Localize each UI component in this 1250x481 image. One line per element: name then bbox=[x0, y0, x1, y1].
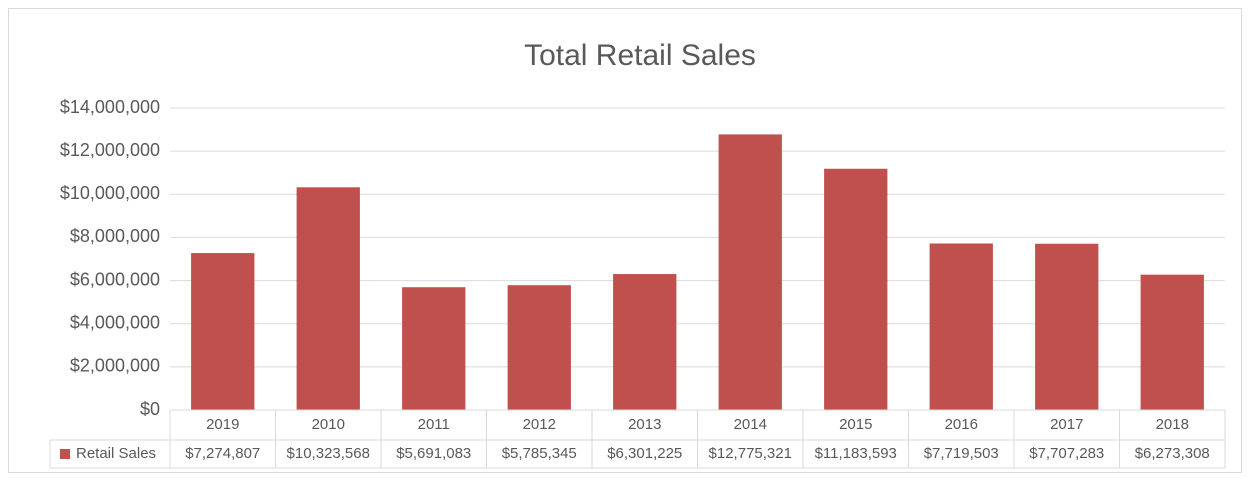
x-tick-label: 2017 bbox=[1050, 416, 1083, 433]
bar bbox=[824, 168, 888, 410]
y-tick-label: $14,000,000 bbox=[60, 97, 160, 117]
table-value: $11,183,593 bbox=[815, 445, 897, 462]
legend-label: Retail Sales bbox=[76, 445, 156, 462]
y-tick-label: $10,000,000 bbox=[60, 183, 160, 203]
table-value: $7,719,503 bbox=[924, 445, 999, 462]
x-tick-label: 2014 bbox=[734, 416, 767, 433]
x-tick-label: 2015 bbox=[839, 416, 872, 433]
table-value: $12,775,321 bbox=[709, 445, 792, 462]
y-tick-label: $8,000,000 bbox=[70, 226, 160, 246]
table-value: $10,323,568 bbox=[287, 445, 370, 462]
y-tick-label: $4,000,000 bbox=[70, 312, 160, 332]
bar bbox=[718, 134, 782, 410]
bar bbox=[929, 243, 993, 410]
bar bbox=[613, 274, 677, 410]
table-value: $5,785,345 bbox=[502, 445, 577, 462]
bar bbox=[1140, 274, 1204, 410]
chart-title: Total Retail Sales bbox=[524, 39, 756, 72]
x-tick-label: 2011 bbox=[418, 416, 450, 433]
x-tick-label: 2019 bbox=[206, 416, 239, 433]
y-tick-label: $0 bbox=[140, 399, 160, 419]
y-tick-label: $2,000,000 bbox=[70, 356, 160, 376]
y-tick-label: $6,000,000 bbox=[70, 269, 160, 289]
y-tick-label: $12,000,000 bbox=[60, 140, 160, 160]
x-tick-label: 2013 bbox=[628, 416, 661, 433]
x-tick-label: 2012 bbox=[523, 416, 556, 433]
x-tick-label: 2010 bbox=[312, 416, 345, 433]
x-tick-label: 2018 bbox=[1156, 416, 1189, 433]
legend-swatch bbox=[60, 449, 70, 459]
bar bbox=[507, 285, 571, 410]
table-value: $6,273,308 bbox=[1135, 445, 1210, 462]
bar bbox=[296, 187, 360, 410]
bar bbox=[1035, 243, 1099, 410]
table-value: $5,691,083 bbox=[396, 445, 471, 462]
bar bbox=[191, 253, 255, 410]
x-tick-label: 2016 bbox=[945, 416, 978, 433]
bar bbox=[402, 287, 466, 410]
table-value: $7,707,283 bbox=[1029, 445, 1104, 462]
table-value: $6,301,225 bbox=[607, 445, 682, 462]
table-value: $7,274,807 bbox=[185, 445, 260, 462]
